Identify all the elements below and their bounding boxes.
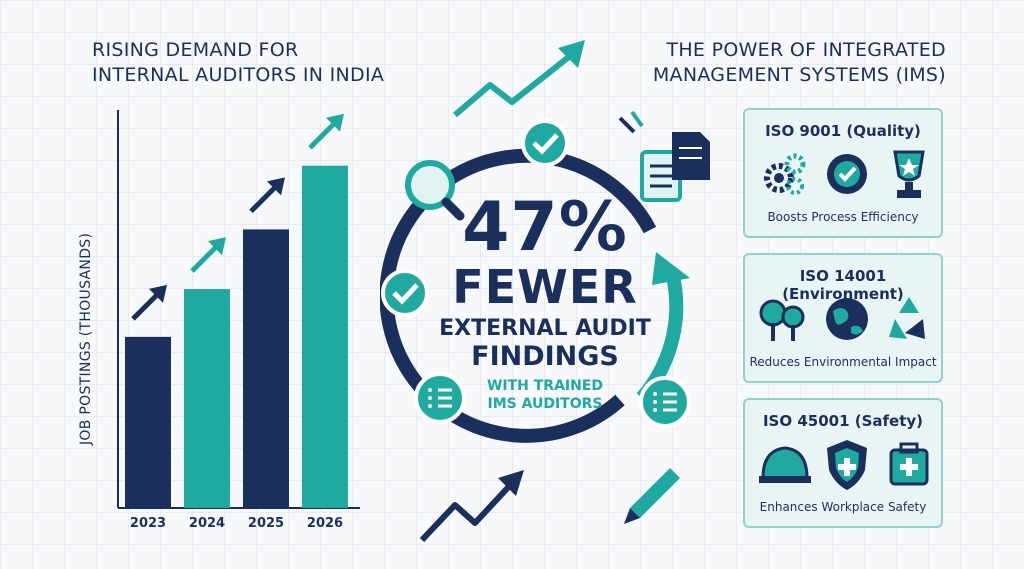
stat-external-audit: EXTERNAL AUDIT bbox=[439, 316, 651, 341]
check-circle-top-icon bbox=[521, 119, 569, 167]
hard-hat-icon bbox=[759, 446, 811, 483]
shield-cross-icon bbox=[827, 440, 867, 490]
checklist-circle-right-icon bbox=[639, 376, 691, 428]
bar-2024 bbox=[184, 289, 230, 508]
card-icons bbox=[759, 440, 929, 490]
stat-with-trained: WITH TRAINED bbox=[486, 378, 604, 394]
card-icons bbox=[759, 297, 925, 341]
stat-findings: FINDINGS bbox=[471, 341, 619, 372]
check-circle-left-icon bbox=[381, 269, 429, 317]
card-iso-14001: ISO 14001 (Environment) Reduces Environm… bbox=[743, 253, 943, 383]
bar-arrow-icon bbox=[249, 177, 285, 214]
trophy-icon bbox=[893, 150, 925, 198]
ims-title: THE POWER OF INTEGRATED MANAGEMENT SYSTE… bbox=[600, 38, 946, 88]
card-iso-9001: ISO 9001 (Quality) Boosts Process Effici… bbox=[743, 108, 943, 238]
ims-title-line-1: THE POWER OF INTEGRATED bbox=[666, 39, 946, 61]
trees-icon bbox=[759, 299, 805, 341]
center-graphic bbox=[380, 40, 710, 543]
chart-title-line-1: RISING DEMAND FOR bbox=[92, 39, 299, 61]
bar-chart bbox=[117, 110, 360, 509]
card-iso-45001: ISO 45001 (Safety) Enhances Workplace Sa… bbox=[743, 398, 943, 528]
chart-title: RISING DEMAND FOR INTERNAL AUDITORS IN I… bbox=[92, 38, 422, 88]
bar-2023 bbox=[125, 336, 171, 508]
x-tick-label: 2026 bbox=[306, 516, 344, 531]
y-axis-label: JOB POSTINGS (THOUSANDS) bbox=[78, 232, 94, 445]
first-aid-kit-icon bbox=[889, 442, 929, 486]
x-tick-label: 2025 bbox=[247, 516, 285, 531]
ims-title-line-2: MANAGEMENT SYSTEMS (IMS) bbox=[652, 64, 946, 86]
stat-percent: 47% bbox=[462, 188, 628, 267]
globe-icon bbox=[826, 298, 868, 340]
checklist-circle-left-icon bbox=[414, 372, 466, 424]
stat-ims-auditors: IMS AUDITORS bbox=[487, 396, 603, 412]
chart-title-line-2: INTERNAL AUDITORS IN INDIA bbox=[92, 64, 385, 86]
card-caption: Boosts Process Efficiency bbox=[767, 210, 919, 224]
bar-2025 bbox=[243, 229, 289, 508]
x-tick-label: 2023 bbox=[129, 516, 167, 531]
bar-arrow-icon bbox=[308, 113, 344, 150]
recycle-icon bbox=[889, 297, 925, 339]
bar-arrow-icon bbox=[190, 237, 226, 273]
x-tick-label: 2024 bbox=[188, 516, 226, 531]
card-title: ISO 9001 (Quality) bbox=[765, 122, 921, 140]
check-badge-icon bbox=[827, 154, 867, 194]
card-icons bbox=[764, 150, 925, 198]
trend-arrow-top-icon bbox=[453, 40, 585, 118]
ring-arrowhead-icon bbox=[652, 252, 690, 285]
bar-2026 bbox=[302, 165, 348, 508]
card-title: ISO 45001 (Safety) bbox=[762, 412, 924, 430]
magnifier-icon bbox=[405, 160, 465, 221]
document-icon bbox=[672, 132, 710, 180]
stat-fewer: FEWER bbox=[452, 260, 638, 314]
pencil-icon bbox=[624, 468, 680, 524]
bar-arrow-icon bbox=[131, 284, 167, 321]
gears-icon bbox=[764, 153, 806, 195]
ring-navy-arc bbox=[380, 148, 657, 443]
trend-arrow-bottom-icon bbox=[419, 470, 524, 543]
card-caption: Enhances Workplace Safety bbox=[759, 500, 927, 514]
card-caption: Reduces Environmental Impact bbox=[749, 355, 937, 369]
sparkle-icon bbox=[618, 110, 644, 134]
card-title: ISO 14001 (Environment) bbox=[782, 267, 904, 303]
